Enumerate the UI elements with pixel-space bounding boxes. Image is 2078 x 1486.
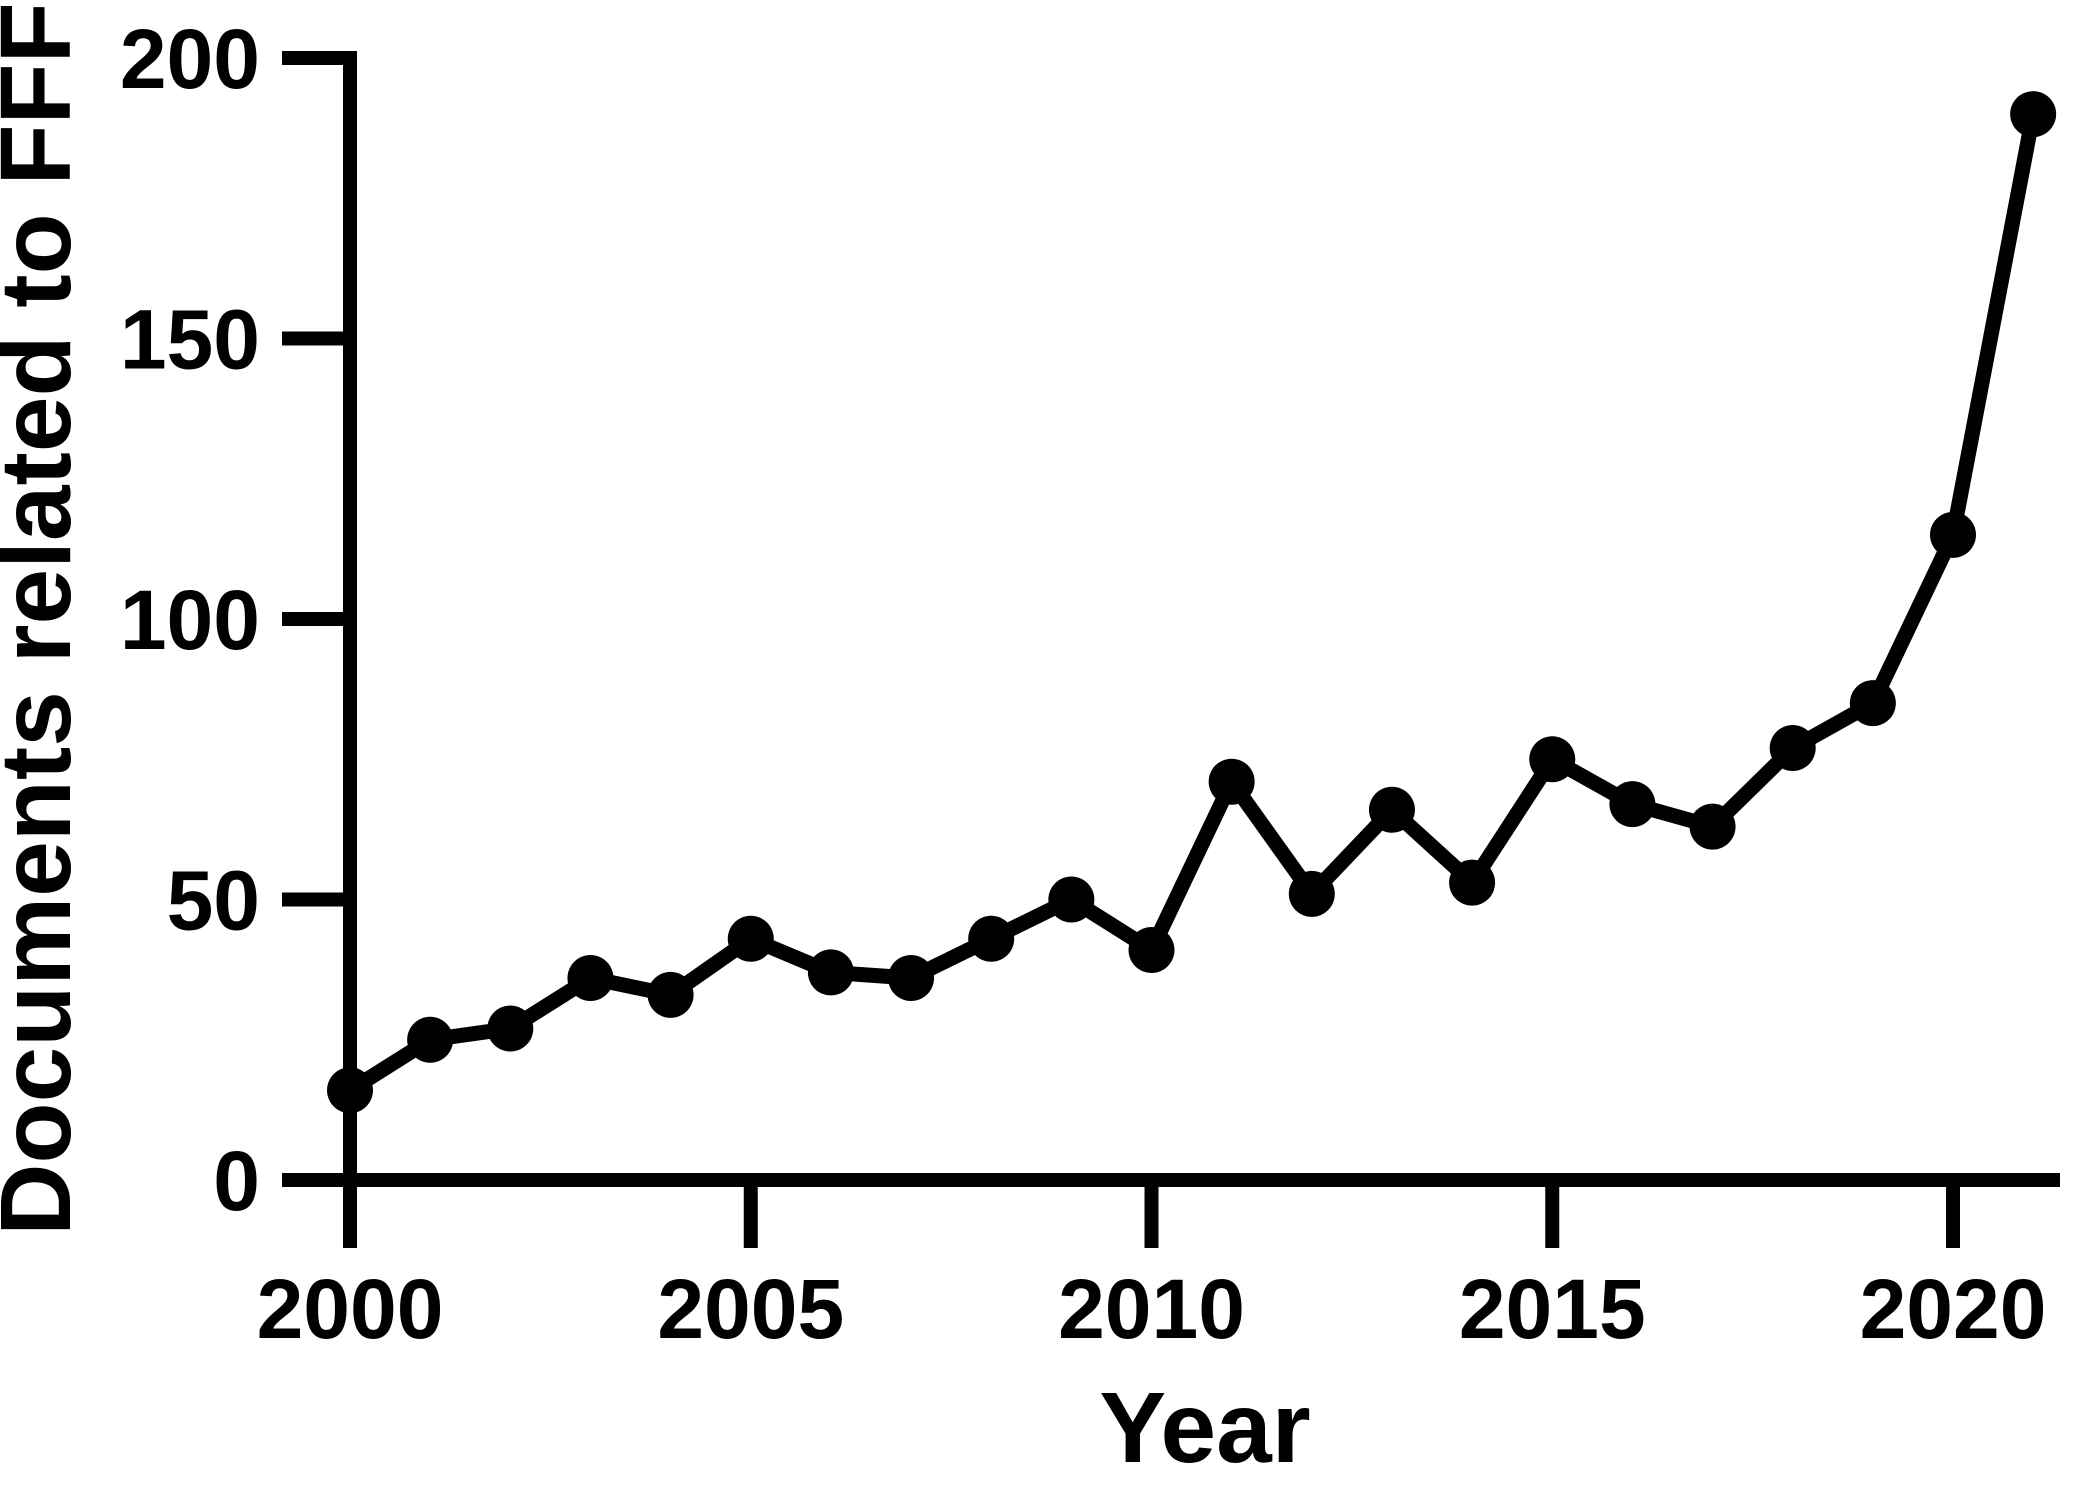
x-tick-label: 2015 (1459, 1262, 1646, 1356)
data-point-2014 (1449, 859, 1496, 906)
data-point-2005 (727, 915, 774, 962)
data-point-2004 (647, 971, 694, 1018)
data-point-2007 (888, 955, 935, 1002)
data-point-2011 (1208, 758, 1255, 805)
data-point-2019 (1849, 680, 1896, 727)
data-line (346, 112, 2041, 1097)
x-tick-label: 2000 (257, 1262, 444, 1356)
y-tick-label: 100 (120, 573, 260, 667)
data-point-2016 (1609, 781, 1656, 828)
data-point-2021 (2010, 91, 2057, 138)
y-axis-title: Documents related to FFF (0, 2, 92, 1235)
axes-layer (282, 51, 2060, 1248)
data-point-2009 (1048, 876, 1095, 923)
data-point-2013 (1368, 786, 1415, 833)
data-series-layer (327, 91, 2057, 1114)
x-axis-title: Year (1099, 1372, 1310, 1484)
data-point-2001 (407, 1016, 454, 1063)
data-point-2018 (1769, 725, 1816, 772)
y-tick-label: 150 (120, 293, 260, 387)
y-tick-label: 0 (213, 1134, 260, 1228)
data-point-2008 (968, 915, 1015, 962)
data-point-2015 (1529, 736, 1576, 783)
x-tick-label: 2010 (1058, 1262, 1245, 1356)
x-tick-label: 2005 (657, 1262, 844, 1356)
y-tick-label: 200 (120, 12, 260, 106)
data-point-2012 (1288, 870, 1335, 917)
data-point-2017 (1689, 803, 1736, 850)
data-point-2003 (567, 955, 614, 1002)
data-point-2002 (487, 1005, 534, 1052)
data-point-2000 (327, 1067, 373, 1114)
y-tick-label: 50 (167, 854, 260, 948)
data-point-2006 (807, 949, 854, 996)
data-point-2020 (1930, 511, 1976, 558)
x-tick-label: 2020 (1860, 1262, 2047, 1356)
data-point-2010 (1128, 926, 1175, 973)
